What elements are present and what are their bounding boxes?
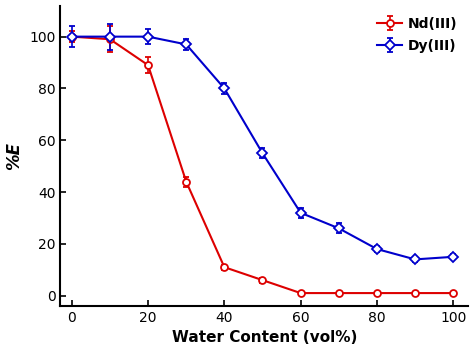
Y-axis label: %E: %E xyxy=(6,142,24,170)
Legend: Nd(III), Dy(III): Nd(III), Dy(III) xyxy=(373,13,462,57)
X-axis label: Water Content (vol%): Water Content (vol%) xyxy=(172,330,357,345)
